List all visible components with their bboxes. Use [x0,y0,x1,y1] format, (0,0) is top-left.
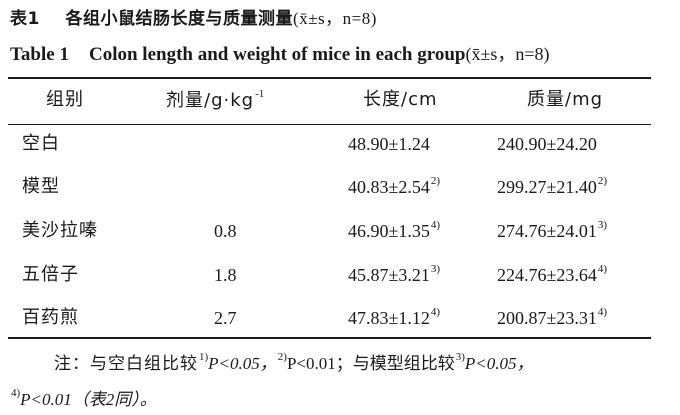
table-row-weight: 200.87±23.314) [497,306,608,329]
table-title-en-text: Colon length and weight of mice in each … [88,44,466,65]
table-row-length: 47.83±1.124) [348,306,441,329]
table-label-en: Table 1 [10,44,69,65]
table-top-rule [8,77,651,79]
header-length: 长度/cm [363,89,438,110]
table-title-cn-stat: (x̄±s，n=8) [293,9,377,28]
table-title-cn-text: 各组小鼠结肠长度与质量测量 [65,9,294,29]
table-row-dose: 2.7 [214,308,237,328]
table-row-group: 百药煎 [22,307,79,328]
table-row-group: 五倍子 [22,264,79,285]
table-row-dose: 0.8 [214,221,237,241]
header-dose: 剂量/g·kg-1 [166,88,265,112]
table-title-cn: 表1 各组小鼠结肠长度与质量测量(x̄±s，n=8) [10,4,377,29]
table-bottom-rule [8,337,651,339]
table-row-dose: 1.8 [214,265,237,285]
table-row-group: 美沙拉嗪 [22,220,98,241]
table-footnote-line2: 4)P<0.01（表2同）。 [11,387,157,409]
table-row-weight: 274.76±24.013) [497,219,608,242]
table-row-weight: 299.27±21.402) [497,175,608,198]
table-title-en: Table 1 Colon length and weight of mice i… [10,40,550,66]
table-header-rule [8,124,651,125]
table-title-en-stat: (x̄±s，n=8) [465,44,550,64]
table-row-group: 模型 [22,176,60,197]
header-weight: 质量/mg [527,89,604,110]
table-row-length: 45.87±3.213) [348,263,441,286]
table-row-length: 40.83±2.542) [348,175,441,198]
table-label-cn: 表1 [10,9,40,29]
table-row-weight: 224.76±23.644) [497,263,608,286]
table-row-weight: 240.90±24.20 [497,134,597,154]
header-group: 组别 [46,89,84,110]
table-footnote-line1: 注：与空白组比较1)P<0.05，2)P<0.01；与模型组比较3)P<0.05… [54,351,534,374]
table-row-group: 空白 [22,133,60,154]
table-row-length: 48.90±1.24 [348,134,430,154]
table-row-length: 46.90±1.354) [348,219,441,242]
